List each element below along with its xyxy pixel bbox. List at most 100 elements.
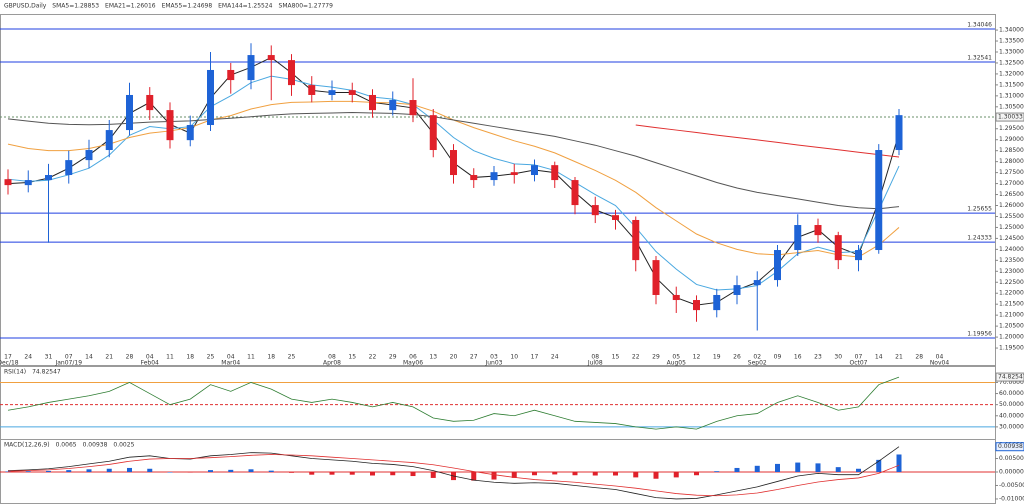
value-tag-label: 74.82547 (998, 374, 1024, 381)
histogram-bar (734, 467, 740, 472)
x-tick-label: 28 (126, 354, 134, 361)
y-tick-label: 60.00000 (999, 390, 1024, 397)
candle-body (348, 90, 356, 95)
x-tick-label: 07 (855, 354, 863, 361)
histogram-bar (208, 470, 213, 472)
histogram-bar (127, 467, 132, 472)
y-tick-label: 1.33000 (999, 48, 1024, 55)
x-tick-label: 18 (186, 354, 194, 361)
indicator-line (7, 376, 900, 430)
x-tick-label: 30 (834, 354, 842, 361)
y-tick-label: 1.30500 (999, 103, 1024, 110)
x-month-label: Jun03 (484, 360, 502, 367)
panel-value: 0.0025 (113, 442, 134, 449)
histogram-bar (228, 469, 234, 472)
histogram-bar (694, 472, 699, 476)
histogram-bar (856, 468, 861, 472)
y-tick-label: 0.00500 (999, 455, 1024, 462)
x-month-label: Dec/18 (0, 360, 19, 367)
y-tick-label: 30.00000 (999, 423, 1024, 430)
x-tick-label: 29 (389, 354, 397, 361)
y-tick-label: 1.20000 (999, 334, 1024, 341)
legend-entry: EMA144=1.25524 (218, 3, 273, 10)
y-tick-label: 1.34000 (999, 27, 1024, 34)
level-label: 1.25655 (967, 206, 992, 213)
candle-body (288, 60, 295, 86)
histogram-bar (349, 472, 355, 475)
x-tick-label: 22 (369, 354, 377, 361)
x-tick-label: 28 (915, 354, 923, 361)
histogram-bar (5, 471, 11, 472)
value-tag-label: 0.00938 (998, 443, 1023, 450)
candle-body (713, 294, 721, 311)
candle-body (24, 180, 32, 186)
histogram-bar (106, 468, 112, 472)
level-label: 1.19956 (967, 331, 992, 338)
y-tick-label: 1.33500 (999, 38, 1024, 45)
candle-body (85, 150, 93, 161)
x-tick-label: 07 (65, 354, 73, 361)
x-tick-label: 08 (328, 354, 336, 361)
x-tick-label: 15 (348, 354, 356, 361)
y-tick-label: 1.22500 (999, 279, 1024, 286)
histogram-bar (532, 472, 537, 476)
candle-body (166, 110, 174, 141)
candle-body (126, 94, 133, 131)
histogram-bar (633, 472, 639, 478)
y-tick-label: 1.25500 (999, 213, 1024, 220)
histogram-bar (491, 472, 497, 480)
candle-body (429, 115, 437, 151)
y-tick-label: 1.19500 (999, 345, 1024, 352)
x-tick-label: 27 (470, 354, 478, 361)
candle-body (510, 172, 518, 176)
value-tag (995, 372, 1024, 382)
x-tick-label: 15 (612, 354, 620, 361)
panel-title: MACD(12,26,9) (4, 442, 50, 449)
panel-value: 0.00938 (83, 442, 108, 449)
histogram-bar (430, 472, 436, 478)
candle-body (45, 175, 52, 181)
histogram-bar (835, 467, 841, 472)
histogram-bar (471, 472, 477, 481)
panel-title: RSI(14) (4, 369, 26, 376)
candle-body (733, 285, 741, 295)
candle-body (186, 125, 194, 141)
histogram-bar (592, 472, 598, 476)
current-price-tag (995, 112, 1024, 122)
y-tick-label: 1.21500 (999, 301, 1024, 308)
candle-body (551, 165, 559, 181)
y-tick-label: 1.28500 (999, 147, 1024, 154)
indicator-line (7, 75, 900, 291)
x-tick-label: 16 (794, 354, 802, 361)
x-month-label: Aug05 (667, 360, 687, 367)
y-tick-label: 1.26000 (999, 202, 1024, 209)
x-month-label: Feb04 (141, 360, 159, 367)
histogram-bar (775, 463, 780, 472)
x-tick-label: 13 (429, 354, 437, 361)
candle-body (672, 294, 680, 301)
x-tick-label: 31 (45, 354, 53, 361)
x-month-label: Jul08 (587, 360, 603, 367)
x-tick-label: 29 (652, 354, 660, 361)
histogram-bar (511, 472, 517, 478)
histogram-bar (754, 465, 760, 472)
x-month-label: Oct07 (849, 360, 867, 367)
panel-title: GBPUSD,Daily (4, 3, 47, 10)
candle-body (693, 300, 700, 311)
y-tick-label: 1.23000 (999, 268, 1024, 275)
candle-body (753, 280, 761, 286)
y-tick-label: 40.00000 (999, 412, 1024, 419)
x-tick-label: 14 (875, 354, 883, 361)
candle-body (612, 215, 619, 220)
histogram-bar (673, 472, 679, 478)
candle-body (895, 115, 903, 151)
y-tick-label: 1.22000 (999, 290, 1024, 297)
candle-body (794, 225, 802, 251)
histogram-bar (167, 472, 173, 473)
x-tick-label: 14 (85, 354, 93, 361)
price-panel-frame (0, 14, 996, 366)
y-tick-label: 1.28000 (999, 158, 1024, 165)
candle-body (834, 235, 842, 261)
indicator-line (635, 124, 900, 158)
